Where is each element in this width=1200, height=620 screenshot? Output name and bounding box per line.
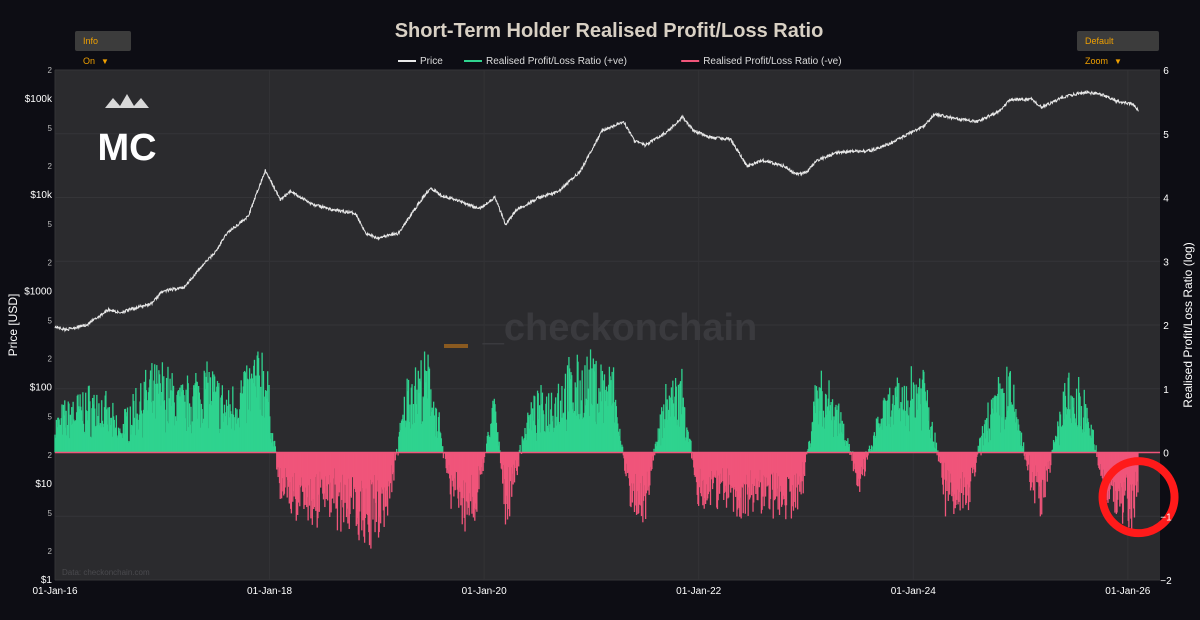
x-tick-label: 01-Jan-22: [676, 586, 721, 597]
y-right-tick-label: 0: [1163, 449, 1169, 460]
y-left-tick-label: 2: [48, 547, 53, 556]
legend: Price Realised Profit/Loss Ratio (+ve) Rea…: [398, 56, 842, 67]
zoom-dropdown-button[interactable]: Default Zoom ▼: [1077, 31, 1159, 66]
dropdown-caret-icon: ▼: [1114, 57, 1122, 66]
y-left-tick-label: $1000: [24, 286, 52, 297]
y-right-tick-label: 1: [1163, 385, 1169, 396]
y-left-tick-label: 2: [48, 355, 53, 364]
y-right-tick-label: 5: [1163, 130, 1169, 141]
y-left-tick-label: 2: [48, 451, 53, 460]
zoom-dropdown-label: Default Zoom: [1085, 36, 1114, 66]
y-left-tick-label: 2: [48, 162, 53, 171]
footer-credit: Data: checkonchain.com: [62, 568, 150, 577]
y-axis-left-label: Price [USD]: [6, 294, 20, 357]
y-left-tick-label: 5: [48, 220, 53, 229]
y-left-tick-label: 5: [48, 316, 53, 325]
y-left-tick-label: $100k: [25, 94, 53, 105]
y-right-tick-label: 2: [1163, 321, 1169, 332]
y-right-tick-label: −2: [1160, 576, 1172, 587]
x-tick-label: 01-Jan-26: [1105, 586, 1150, 597]
y-left-tick-label: $1: [41, 575, 53, 586]
mc-logo: MC: [97, 94, 157, 169]
y-right-tick-label: 3: [1163, 257, 1169, 268]
chart-title: Short-Term Holder Realised Profit/Loss R…: [395, 20, 824, 42]
y-left-tick-label: 5: [48, 124, 53, 133]
y-left-tick-label: 2: [48, 66, 53, 75]
y-left-tick-label: 5: [48, 413, 53, 422]
legend-label: Price: [420, 56, 443, 67]
info-toggle-button[interactable]: Info On ▼: [75, 31, 131, 66]
x-tick-label: 01-Jan-16: [32, 586, 77, 597]
highlight-circle: [1098, 457, 1179, 538]
watermark: _checkonchain: [482, 307, 758, 349]
y-left-tick-label: 5: [48, 509, 53, 518]
ratio-bars: [54, 349, 1139, 549]
watermark-mark: [444, 344, 468, 348]
y-left-tick-label: $10: [35, 479, 52, 490]
legend-label: Realised Profit/Loss Ratio (-ve): [703, 56, 841, 67]
y-axis-left: $1 2 5 $10 2 5 $100 2 5 $1000 2 5 $10k 2 5 $100k 2: [24, 66, 53, 586]
price-series-line: [54, 90, 1139, 333]
crown-icon: [105, 94, 149, 108]
x-axis: 01-Jan-16 01-Jan-18 01-Jan-20 01-Jan-22 01-J…: [32, 586, 1150, 597]
y-left-tick-label: $10k: [30, 190, 53, 201]
y-left-tick-label: $100: [30, 383, 53, 394]
logo-text: MC: [97, 127, 156, 169]
y-right-tick-label: 6: [1163, 66, 1169, 77]
x-tick-label: 01-Jan-24: [891, 586, 936, 597]
y-axis-right: −2 −1 0 1 2 3 4 5 6: [1160, 66, 1172, 587]
x-tick-label: 01-Jan-20: [462, 586, 507, 597]
y-left-tick-label: 2: [48, 258, 53, 267]
y-axis-right-label: Realised Profit/Loss Ratio (log): [1181, 242, 1195, 407]
y-right-tick-label: 4: [1163, 194, 1169, 205]
x-tick-label: 01-Jan-18: [247, 586, 292, 597]
dropdown-caret-icon: ▼: [101, 57, 109, 66]
info-toggle-label: Info On: [83, 36, 99, 66]
y-right-tick-label: −1: [1160, 512, 1172, 523]
legend-label: Realised Profit/Loss Ratio (+ve): [486, 56, 627, 67]
